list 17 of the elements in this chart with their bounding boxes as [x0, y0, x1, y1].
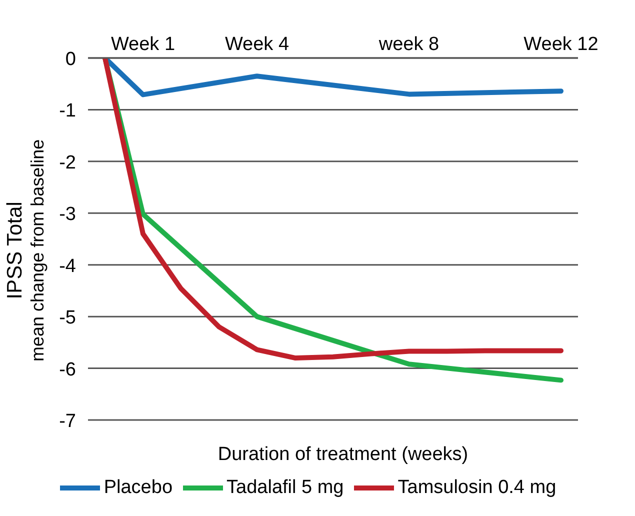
x-tick-label: Week 12 — [524, 34, 598, 55]
y-tick-label: -3 — [59, 204, 76, 226]
x-axis-title: Duration of treatment (weeks) — [216, 444, 470, 466]
x-tick-label: Week 1 — [110, 34, 176, 55]
y-tick-label: -6 — [59, 359, 76, 380]
x-tick-label: week 8 — [378, 34, 440, 55]
y-tick-label: -4 — [59, 256, 76, 277]
legend-label: Placebo — [104, 477, 173, 498]
y-tick-label: -1 — [59, 100, 76, 122]
y-tick-label: -7 — [59, 411, 76, 432]
legend-label: Tadalafil 5 mg — [226, 477, 344, 498]
y-tick-label: -2 — [59, 152, 76, 174]
y-tick-label: -5 — [59, 308, 76, 329]
x-tick-label: Week 4 — [224, 34, 290, 55]
legend-label: Tamsulosin 0.4 mg — [398, 477, 556, 498]
y-tick-label: 0 — [65, 49, 76, 70]
y-axis-title: IPSS Total mean change from baseline — [4, 138, 48, 364]
